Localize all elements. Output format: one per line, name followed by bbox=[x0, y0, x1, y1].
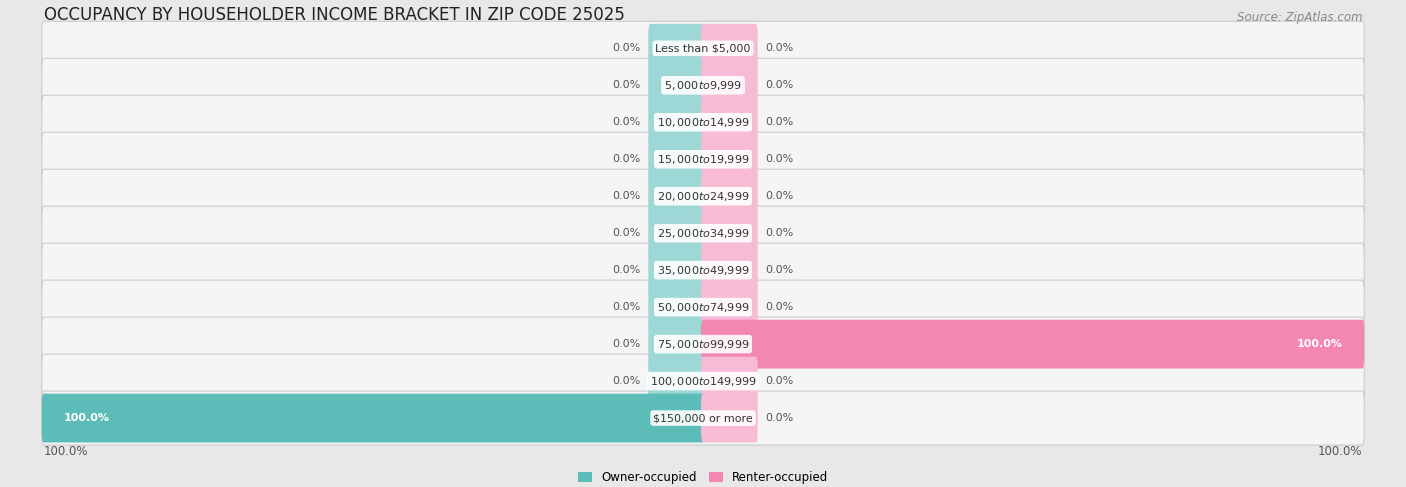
FancyBboxPatch shape bbox=[648, 356, 704, 406]
FancyBboxPatch shape bbox=[42, 206, 1364, 260]
Text: OCCUPANCY BY HOUSEHOLDER INCOME BRACKET IN ZIP CODE 25025: OCCUPANCY BY HOUSEHOLDER INCOME BRACKET … bbox=[44, 6, 624, 24]
FancyBboxPatch shape bbox=[702, 246, 758, 295]
FancyBboxPatch shape bbox=[648, 319, 704, 369]
Text: $100,000 to $149,999: $100,000 to $149,999 bbox=[650, 375, 756, 388]
Text: $10,000 to $14,999: $10,000 to $14,999 bbox=[657, 116, 749, 129]
Text: $35,000 to $49,999: $35,000 to $49,999 bbox=[657, 263, 749, 277]
Text: 0.0%: 0.0% bbox=[612, 43, 640, 53]
Text: $50,000 to $74,999: $50,000 to $74,999 bbox=[657, 300, 749, 314]
FancyBboxPatch shape bbox=[42, 21, 1364, 75]
Text: $25,000 to $34,999: $25,000 to $34,999 bbox=[657, 226, 749, 240]
FancyBboxPatch shape bbox=[702, 98, 758, 147]
Text: 0.0%: 0.0% bbox=[766, 302, 794, 312]
Legend: Owner-occupied, Renter-occupied: Owner-occupied, Renter-occupied bbox=[572, 466, 834, 487]
FancyBboxPatch shape bbox=[702, 393, 758, 443]
Text: 0.0%: 0.0% bbox=[612, 265, 640, 275]
Text: $150,000 or more: $150,000 or more bbox=[654, 413, 752, 423]
Text: 0.0%: 0.0% bbox=[766, 117, 794, 127]
FancyBboxPatch shape bbox=[42, 132, 1364, 186]
Text: 0.0%: 0.0% bbox=[766, 265, 794, 275]
FancyBboxPatch shape bbox=[648, 24, 704, 73]
FancyBboxPatch shape bbox=[648, 61, 704, 110]
FancyBboxPatch shape bbox=[648, 135, 704, 184]
FancyBboxPatch shape bbox=[702, 356, 758, 406]
Text: 100.0%: 100.0% bbox=[63, 413, 110, 423]
FancyBboxPatch shape bbox=[42, 354, 1364, 408]
FancyBboxPatch shape bbox=[702, 24, 758, 73]
FancyBboxPatch shape bbox=[702, 172, 758, 221]
Text: $5,000 to $9,999: $5,000 to $9,999 bbox=[664, 79, 742, 92]
Text: 0.0%: 0.0% bbox=[766, 376, 794, 386]
Text: 100.0%: 100.0% bbox=[1317, 445, 1362, 458]
FancyBboxPatch shape bbox=[42, 393, 704, 443]
Text: $15,000 to $19,999: $15,000 to $19,999 bbox=[657, 153, 749, 166]
Text: Less than $5,000: Less than $5,000 bbox=[655, 43, 751, 53]
FancyBboxPatch shape bbox=[702, 283, 758, 332]
Text: 0.0%: 0.0% bbox=[612, 302, 640, 312]
Text: 0.0%: 0.0% bbox=[612, 228, 640, 238]
FancyBboxPatch shape bbox=[42, 58, 1364, 112]
FancyBboxPatch shape bbox=[648, 172, 704, 221]
Text: 100.0%: 100.0% bbox=[1296, 339, 1343, 349]
Text: 0.0%: 0.0% bbox=[766, 43, 794, 53]
FancyBboxPatch shape bbox=[648, 98, 704, 147]
Text: 0.0%: 0.0% bbox=[612, 154, 640, 164]
FancyBboxPatch shape bbox=[702, 135, 758, 184]
Text: 0.0%: 0.0% bbox=[766, 154, 794, 164]
Text: $75,000 to $99,999: $75,000 to $99,999 bbox=[657, 337, 749, 351]
Text: 0.0%: 0.0% bbox=[612, 376, 640, 386]
Text: 0.0%: 0.0% bbox=[612, 117, 640, 127]
Text: Source: ZipAtlas.com: Source: ZipAtlas.com bbox=[1237, 11, 1362, 24]
Text: $20,000 to $24,999: $20,000 to $24,999 bbox=[657, 190, 749, 203]
Text: 0.0%: 0.0% bbox=[612, 339, 640, 349]
FancyBboxPatch shape bbox=[42, 391, 1364, 445]
FancyBboxPatch shape bbox=[702, 319, 1364, 369]
FancyBboxPatch shape bbox=[648, 246, 704, 295]
Text: 0.0%: 0.0% bbox=[766, 80, 794, 90]
Text: 0.0%: 0.0% bbox=[766, 191, 794, 201]
FancyBboxPatch shape bbox=[648, 209, 704, 258]
Text: 100.0%: 100.0% bbox=[44, 445, 89, 458]
FancyBboxPatch shape bbox=[42, 169, 1364, 223]
FancyBboxPatch shape bbox=[42, 317, 1364, 371]
FancyBboxPatch shape bbox=[42, 243, 1364, 297]
FancyBboxPatch shape bbox=[702, 209, 758, 258]
FancyBboxPatch shape bbox=[42, 280, 1364, 334]
FancyBboxPatch shape bbox=[648, 283, 704, 332]
Text: 0.0%: 0.0% bbox=[766, 228, 794, 238]
Text: 0.0%: 0.0% bbox=[612, 80, 640, 90]
FancyBboxPatch shape bbox=[42, 95, 1364, 149]
Text: 0.0%: 0.0% bbox=[766, 413, 794, 423]
Text: 0.0%: 0.0% bbox=[612, 191, 640, 201]
FancyBboxPatch shape bbox=[702, 61, 758, 110]
